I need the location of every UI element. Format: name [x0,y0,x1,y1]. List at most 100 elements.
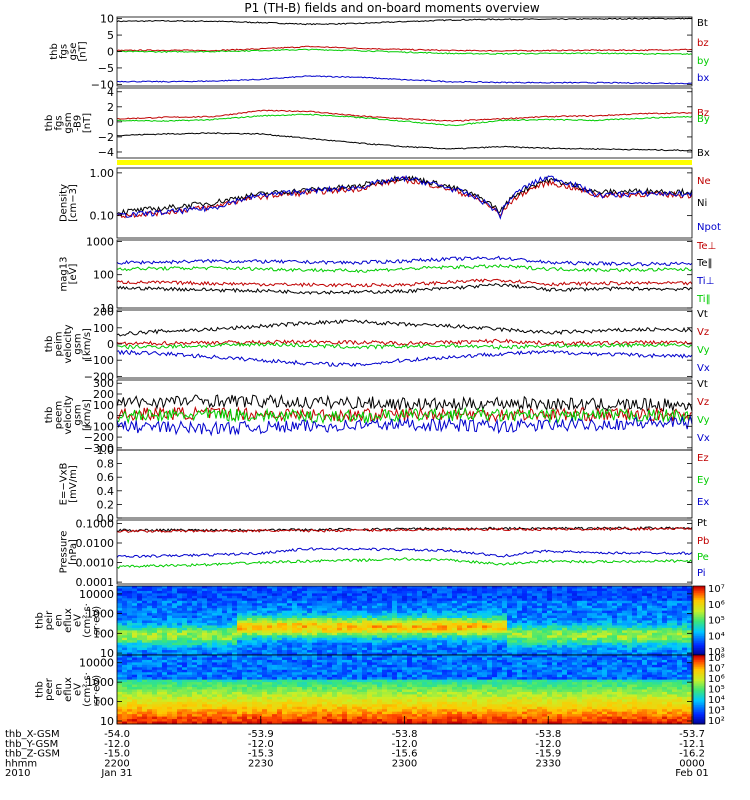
spectrogram-cell [247,610,253,614]
spectrogram-cell [542,647,548,651]
spectrogram-cell [507,605,513,609]
spectrogram-cell [532,615,538,619]
spectrogram-cell [522,603,528,607]
spectrogram-cell [287,719,293,722]
spectrogram-cell [367,615,373,619]
spectrogram-cell [262,615,268,619]
spectrogram-cell [307,586,313,589]
y-tick-label: 0 [107,46,114,59]
spectrogram-cell [637,652,643,656]
spectrogram-cell [282,662,288,666]
spectrogram-cell [217,672,223,676]
spectrogram-cell [147,586,153,589]
spectrogram-cell [342,627,348,631]
spectrogram-cell [202,593,208,597]
spectrogram-cell [267,598,273,602]
spectrogram-cell [492,586,498,589]
spectrogram-cell [157,677,163,681]
spectrogram-cell [667,610,673,614]
series-line-Vx [116,349,693,368]
spectrogram-cell [227,630,233,634]
spectrogram-cell [367,630,373,634]
spectrogram-cell [212,687,218,690]
spectrogram-cell [157,664,163,668]
spectrogram-cell [427,595,433,599]
spectrogram-cell [157,622,163,626]
spectrogram-cell [352,608,358,612]
spectrogram-cell [507,615,513,619]
spectrogram-cell [222,674,228,678]
spectrogram-cell [302,682,308,685]
spectrogram-cell [592,630,598,634]
spectrogram-cell [202,662,208,666]
spectrogram-cell [522,640,528,644]
spectrogram-cell [292,620,298,624]
spectrogram-cell [467,590,473,594]
spectrogram-cell [357,664,363,668]
spectrogram-cell [372,667,378,671]
spectrogram-cell [122,620,128,624]
spectrogram-cell [162,711,168,715]
spectrogram-cell [167,711,173,715]
spectrogram-cell [637,593,643,597]
spectrogram-cell [587,598,593,602]
spectrogram-cell [272,645,278,648]
spectrogram-cell [227,684,233,688]
spectrogram-cell [292,716,298,720]
spectrogram-cell [407,586,413,589]
spectrogram-cell [552,625,558,629]
spectrogram-cell [192,719,198,722]
y-tick-label: 0.4 [97,485,115,498]
spectrogram-cell [307,620,313,624]
spectrogram-cell [117,620,123,624]
spectrogram-cell [222,706,228,710]
spectrogram-cell [372,709,378,713]
spectrogram-cell [382,635,388,639]
spectrogram-cell [132,716,138,720]
spectrogram-cell [162,682,168,685]
spectrogram-cell [147,620,153,624]
spectrogram-cell [307,701,313,705]
spectrogram-cell [387,613,393,616]
spectrogram-cell [602,642,608,646]
spectrogram-cell [467,613,473,616]
spectrogram-cell [272,704,278,708]
spectrogram-cell [507,608,513,612]
spectrogram-cell [252,650,258,653]
spectrogram-cell [237,699,243,703]
spectrogram-cell [562,647,568,651]
spectrogram-cell [297,674,303,678]
spectrogram-cell [322,664,328,668]
spectrogram-cell [172,630,178,634]
spectrogram-cell [122,615,128,619]
spectrogram-cell [387,590,393,594]
spectrogram-cell [307,682,313,685]
spectrogram-cell [582,645,588,648]
spectrogram-cell [317,664,323,668]
spectrogram-cell [257,691,263,695]
spectrogram-cell [157,687,163,690]
spectrogram-cell [497,622,503,626]
spectrogram-cell [147,682,153,685]
spectrogram-cell [622,620,628,624]
spectrogram-cell [397,593,403,597]
spectrogram-cell [162,600,168,604]
spectrogram-cell [157,659,163,663]
spectrogram-cell [662,593,668,597]
spectrogram-cell [427,630,433,634]
spectrogram-cell [347,696,353,700]
spectrogram-cell [307,640,313,644]
spectrogram-cell [557,647,563,651]
spectrogram-cell [482,586,488,589]
spectrogram-cell [212,595,218,599]
spectrogram-cell [407,603,413,607]
spectrogram-cell [222,620,228,624]
spectrogram-cell [362,615,368,619]
spectrogram-cell [522,622,528,626]
spectrogram-cell [192,590,198,594]
spectrogram-cell [357,677,363,681]
y-axis-label-line: peir [44,610,55,630]
spectrogram-cell [657,613,663,616]
spectrogram-cell [542,615,548,619]
y-tick-label: 0 [107,410,114,423]
